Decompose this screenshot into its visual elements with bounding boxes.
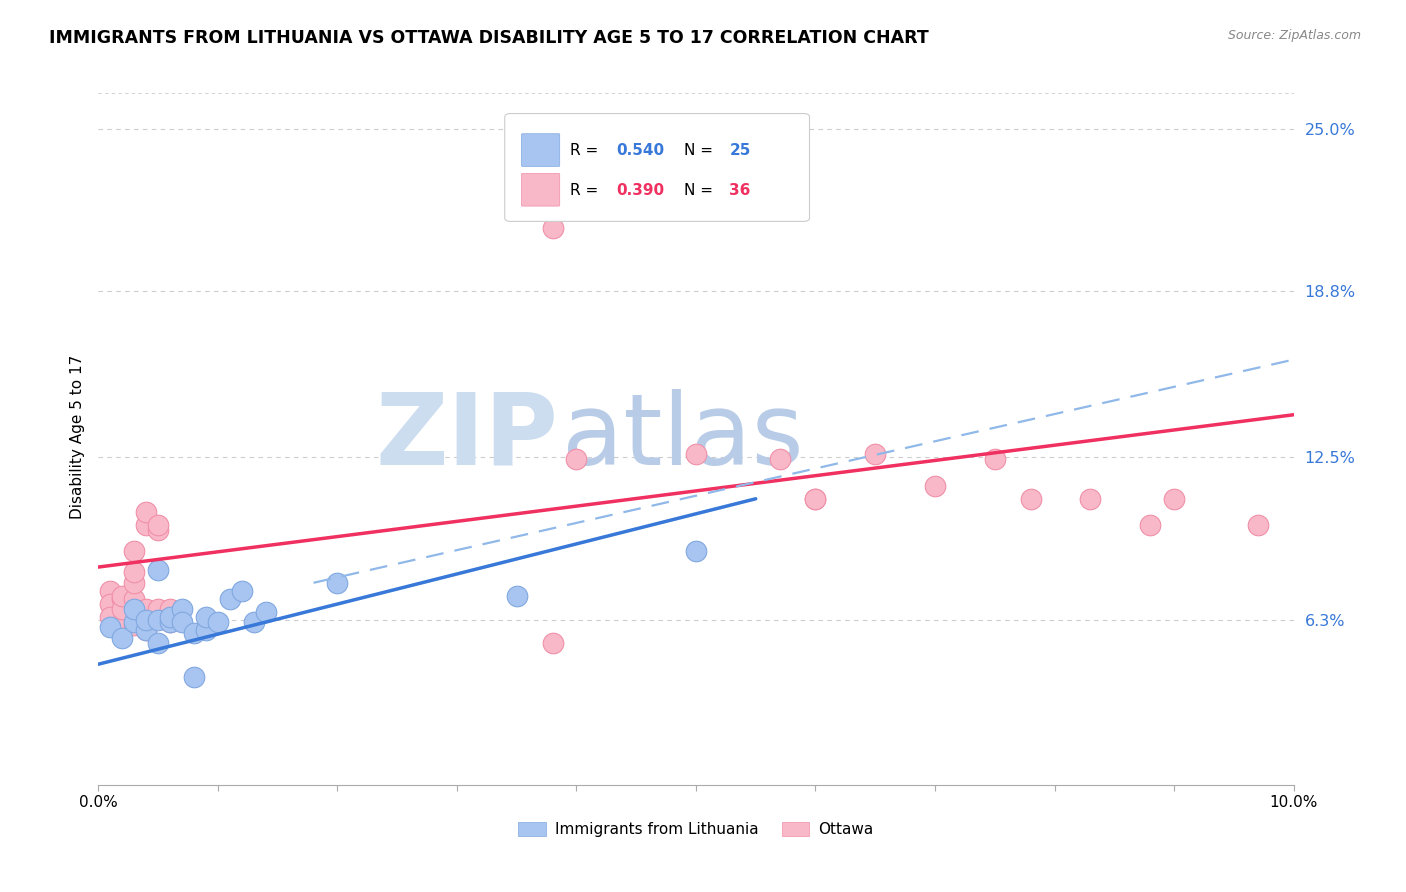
Point [159,615,181,630]
Text: 36: 36 [730,183,751,198]
Point [159,615,181,630]
Text: ZIP: ZIP [375,389,558,485]
Point [159,602,181,616]
FancyBboxPatch shape [522,173,560,206]
Point [924,478,946,492]
Point [804,491,827,506]
Point [148,563,170,577]
Point [111,591,134,606]
Text: R =: R = [571,183,603,198]
Point [243,615,266,630]
Point [124,602,146,616]
Text: N =: N = [685,143,718,158]
Point [111,615,134,630]
Point [565,452,588,467]
Point [1080,491,1102,506]
Point [111,631,134,645]
Point [769,452,792,467]
Point [172,615,194,630]
Text: R =: R = [571,143,603,158]
Point [183,670,205,684]
Point [98,620,122,634]
Point [231,583,253,598]
FancyBboxPatch shape [505,113,810,221]
Y-axis label: Disability Age 5 to 17: Disability Age 5 to 17 [69,355,84,519]
Text: IMMIGRANTS FROM LITHUANIA VS OTTAWA DISABILITY AGE 5 TO 17 CORRELATION CHART: IMMIGRANTS FROM LITHUANIA VS OTTAWA DISA… [49,29,929,46]
Point [865,447,887,461]
Point [124,617,146,632]
Point [124,591,146,606]
Point [183,625,205,640]
Point [541,636,564,650]
Point [148,613,170,627]
Point [804,491,827,506]
Text: 0.390: 0.390 [616,183,664,198]
Point [98,610,122,624]
Point [541,221,564,235]
Point [1163,491,1185,506]
Point [685,447,707,461]
Point [124,544,146,558]
Point [326,575,349,590]
Point [685,544,707,558]
Point [1139,518,1161,533]
Point [98,597,122,611]
Legend: Immigrants from Lithuania, Ottawa: Immigrants from Lithuania, Ottawa [512,815,880,844]
Point [124,575,146,590]
Point [506,589,529,603]
Text: 0.540: 0.540 [616,143,664,158]
Point [135,623,157,637]
Point [111,602,134,616]
Point [135,505,157,519]
Point [135,623,157,637]
Point [1247,518,1270,533]
Point [148,636,170,650]
Point [1019,491,1042,506]
Point [219,591,242,606]
Text: N =: N = [685,183,718,198]
Point [984,452,1007,467]
Point [148,523,170,537]
Point [135,602,157,616]
Point [124,566,146,580]
Point [172,602,194,616]
Point [195,610,218,624]
Text: atlas: atlas [562,389,804,485]
Point [159,610,181,624]
Text: Source: ZipAtlas.com: Source: ZipAtlas.com [1227,29,1361,42]
Point [124,615,146,630]
Point [111,589,134,603]
FancyBboxPatch shape [522,134,560,167]
Point [135,518,157,533]
Point [207,615,229,630]
Point [135,613,157,627]
Text: 25: 25 [730,143,751,158]
Point [195,623,218,637]
Point [254,605,277,619]
Point [148,518,170,533]
Point [98,583,122,598]
Point [148,602,170,616]
